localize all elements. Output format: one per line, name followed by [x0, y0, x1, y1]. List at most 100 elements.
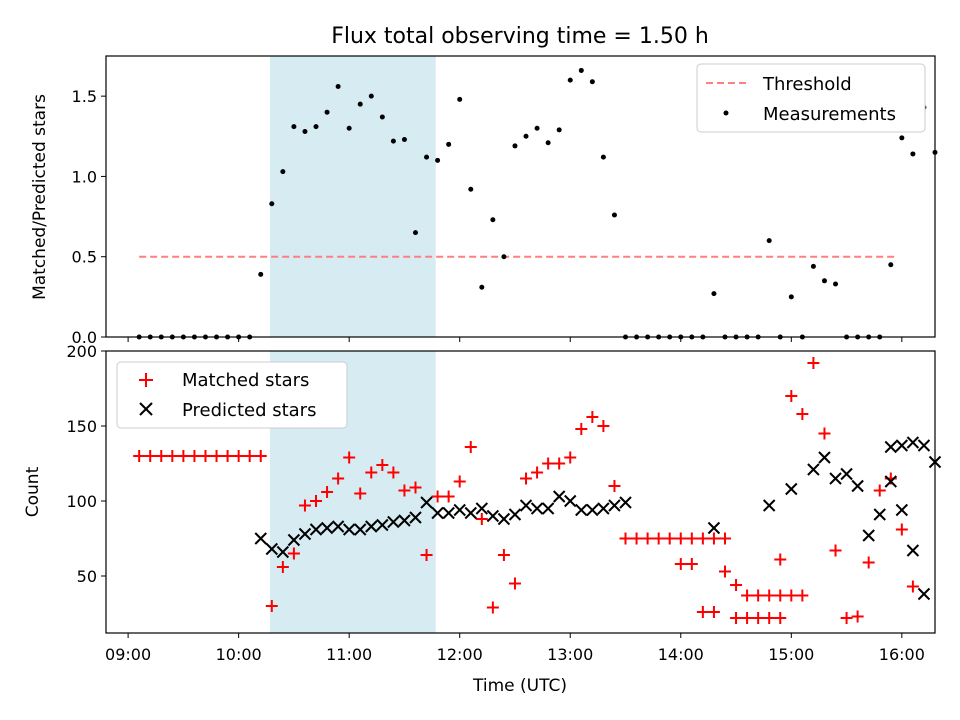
predicted-star-point	[497, 512, 511, 526]
measurement-point	[412, 230, 418, 236]
matched-star-point	[730, 612, 743, 624]
measurement-point	[313, 124, 319, 130]
matched-star-point	[763, 589, 776, 602]
predicted-star-point	[873, 508, 886, 521]
matched-star-point	[597, 420, 610, 432]
matched-star-point	[652, 532, 665, 545]
x-tick-label: 11:00	[326, 645, 372, 664]
x-tick-label: 16:00	[879, 645, 925, 664]
measurement-point	[468, 186, 474, 192]
measurement-point	[567, 77, 573, 83]
count-y-axis-label: Count	[23, 466, 43, 517]
count-y-ticks: 50 100 150 200	[66, 342, 106, 586]
matched-star-point	[531, 466, 544, 479]
predicted-star-point	[365, 520, 378, 533]
measurement-point	[766, 238, 772, 244]
chart-title: Flux total observing time = 1.50 h	[331, 24, 709, 49]
predicted-star-point	[354, 523, 367, 536]
measurement-point	[910, 151, 916, 157]
measurement-point	[833, 281, 839, 287]
ratio-y-ticks: 0.0 0.5 1.0 1.5	[72, 87, 106, 347]
matched-star-point	[354, 487, 367, 500]
count-y-tick-label: 200	[66, 342, 97, 361]
predicted-star-point	[586, 503, 599, 517]
matched-star-point	[785, 390, 798, 402]
matched-star-point	[730, 579, 743, 591]
matched-star-point	[718, 532, 731, 545]
matched-star-point	[752, 589, 765, 602]
matched-star-point	[166, 450, 179, 462]
matched-star-point	[177, 450, 190, 462]
matched-star-point	[475, 513, 488, 525]
matched-star-point	[497, 549, 510, 561]
measurement-point	[523, 133, 529, 139]
predicted-star-point	[564, 494, 577, 508]
matched-star-point	[564, 451, 577, 464]
measurement-point	[810, 263, 816, 269]
predicted-star-point	[906, 436, 920, 449]
matched-star-point	[796, 408, 809, 420]
measurement-point	[335, 84, 341, 90]
measurement-point	[435, 157, 441, 163]
predicted-star-point	[398, 514, 411, 527]
predicted-star-point	[840, 467, 853, 481]
matched-star-point	[619, 532, 632, 545]
predicted-star-point	[309, 523, 323, 536]
measurement-point	[457, 96, 463, 102]
predicted-star-point	[895, 439, 909, 452]
matched-star-point	[188, 450, 201, 462]
matched-star-point	[332, 472, 345, 485]
measurement-point	[368, 93, 374, 99]
matched-star-point	[442, 490, 455, 503]
matched-star-point	[376, 459, 389, 471]
matched-star-point	[321, 486, 334, 498]
measurement-point	[357, 101, 363, 107]
predicted-star-point	[409, 511, 422, 524]
matched-star-point	[133, 450, 146, 462]
matched-star-point	[542, 457, 555, 470]
x-tick-label: 10:00	[216, 645, 262, 664]
matched-star-point	[365, 466, 378, 479]
count-y-tick-label: 50	[77, 567, 97, 586]
predicted-star-point	[575, 503, 588, 517]
predicted-star-point	[707, 521, 721, 535]
count-x-ticks: 09:00 10:00 11:00 12:00 13:00 14:00 15:00 16:00	[105, 633, 925, 664]
predicted-star-point	[807, 463, 820, 476]
matched-star-point	[199, 450, 212, 462]
measurement-point	[556, 127, 562, 133]
matched-star-point	[829, 544, 842, 557]
predicted-star-point	[851, 479, 864, 493]
count-marks	[133, 357, 942, 624]
predicted-star-point	[917, 587, 931, 601]
measurement-point	[446, 141, 452, 147]
count-y-tick-label: 150	[66, 417, 97, 436]
matched-star-point	[862, 556, 875, 569]
matched-star-point	[265, 600, 278, 612]
matched-star-point	[464, 441, 477, 453]
predicted-star-point	[608, 499, 621, 512]
matched-star-point	[155, 450, 168, 462]
matched-star-point	[298, 499, 311, 512]
matched-star-point	[718, 565, 731, 578]
predicted-star-point	[829, 472, 842, 485]
matched-star-point	[741, 612, 754, 624]
predicted-star-point	[453, 503, 466, 517]
predicted-star-point	[818, 451, 831, 464]
predicted-star-point	[265, 542, 279, 556]
x-tick-label: 14:00	[658, 645, 704, 664]
measurement-point	[490, 217, 496, 223]
measurement-point	[578, 67, 584, 73]
matched-star-point	[243, 450, 256, 462]
predicted-star-point	[862, 529, 875, 542]
matched-star-point	[520, 472, 533, 485]
measurement-point	[346, 125, 352, 131]
matched-star-point	[232, 450, 245, 462]
matched-star-point	[641, 532, 654, 545]
matched-star-point	[486, 601, 499, 614]
matched-star-point	[310, 495, 323, 507]
count-y-tick-label: 100	[66, 492, 97, 511]
predicted-star-point	[541, 502, 555, 515]
predicted-star-point	[298, 527, 312, 541]
matched-star-point	[785, 589, 798, 602]
